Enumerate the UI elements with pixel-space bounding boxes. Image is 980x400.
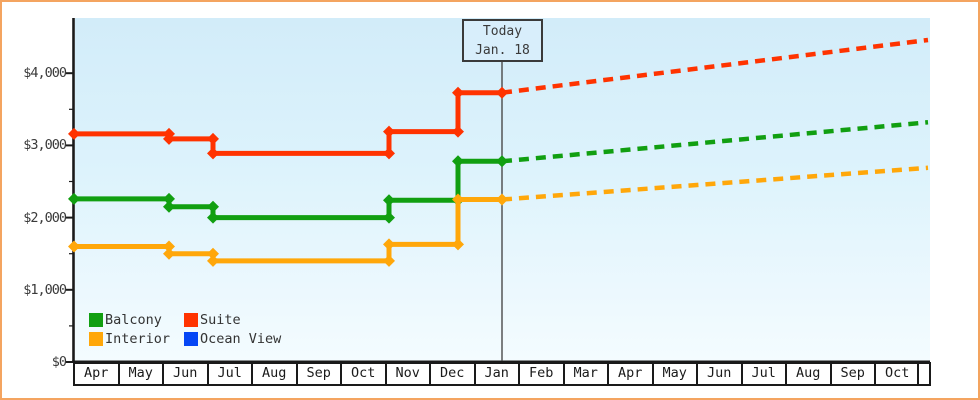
month-cell-jul-3: Jul — [206, 362, 253, 386]
legend-label: Balcony — [105, 311, 162, 328]
y-axis-tick-label: $4,000 — [23, 65, 67, 82]
month-cell-stub — [916, 362, 931, 386]
data-point-marker — [383, 147, 395, 160]
month-cell-apr-12: Apr — [607, 362, 654, 386]
data-point-marker — [452, 238, 464, 251]
data-point-marker — [383, 194, 395, 207]
today-date: Jan. 18 — [475, 43, 530, 58]
month-cell-oct-18: Oct — [874, 362, 921, 386]
legend-swatch-icon — [184, 331, 198, 346]
data-point-marker — [163, 240, 175, 253]
price-line-interior — [74, 197, 502, 264]
data-point-marker — [207, 132, 219, 145]
data-point-marker — [383, 238, 395, 251]
data-point-marker — [207, 254, 219, 267]
legend-item-interior: Interior — [89, 330, 184, 347]
price-line-balcony — [74, 158, 502, 221]
data-point-marker — [383, 211, 395, 224]
data-point-marker — [207, 200, 219, 213]
month-cell-aug-16: Aug — [785, 362, 832, 386]
month-cell-may-13: May — [651, 362, 698, 386]
month-cell-sep-5: Sep — [295, 362, 342, 386]
legend: Balcony Suite Interior Ocean View — [89, 311, 282, 347]
month-cell-may-1: May — [117, 362, 164, 386]
data-point-marker — [207, 247, 219, 260]
data-point-marker — [163, 200, 175, 213]
month-cell-nov-7: Nov — [384, 362, 431, 386]
data-point-marker — [68, 240, 80, 253]
legend-swatch-icon — [184, 312, 198, 327]
month-cell-mar-11: Mar — [562, 362, 609, 386]
month-cell-sep-17: Sep — [829, 362, 876, 386]
price-line-suite — [74, 90, 502, 156]
month-cell-aug-4: Aug — [251, 362, 298, 386]
forecast-line-balcony — [501, 120, 929, 164]
data-point-marker — [452, 86, 464, 99]
today-marker-box: Today Jan. 18 — [462, 19, 543, 62]
legend-label: Interior — [105, 330, 171, 347]
today-label: Today — [482, 24, 523, 39]
month-cell-jul-15: Jul — [740, 362, 787, 386]
month-cell-dec-8: Dec — [429, 362, 476, 386]
legend-item-ocean-view: Ocean View — [184, 330, 282, 347]
month-cell-apr-0: Apr — [73, 362, 120, 386]
legend-swatch-icon — [89, 312, 103, 327]
data-point-marker — [383, 254, 395, 267]
data-point-marker — [163, 132, 175, 145]
forecast-line-interior — [501, 165, 929, 202]
data-point-marker — [163, 247, 175, 260]
data-point-marker — [383, 125, 395, 138]
legend-swatch-icon — [89, 331, 103, 346]
legend-item-suite: Suite — [184, 311, 281, 328]
data-point-marker — [452, 193, 464, 206]
forecast-line-suite — [501, 37, 929, 95]
legend-label: Ocean View — [200, 330, 282, 347]
legend-item-balcony: Balcony — [89, 311, 184, 328]
month-cell-feb-10: Feb — [518, 362, 565, 386]
data-point-marker — [68, 127, 80, 140]
y-axis-tick-label: $3,000 — [23, 137, 67, 154]
month-cell-jan-9: Jan — [473, 362, 520, 386]
month-cell-jun-14: Jun — [696, 362, 743, 386]
y-axis-tick-label: $1,000 — [23, 281, 67, 298]
data-point-marker — [163, 192, 175, 205]
data-point-marker — [68, 192, 80, 205]
y-axis-tick-label: $2,000 — [23, 209, 67, 226]
y-axis-tick-label: $0 — [51, 354, 67, 370]
data-point-marker — [496, 193, 508, 206]
data-point-marker — [452, 155, 464, 168]
data-point-marker — [207, 211, 219, 224]
data-point-marker — [496, 155, 508, 168]
month-cell-oct-6: Oct — [340, 362, 387, 386]
data-point-marker — [496, 86, 508, 99]
data-point-marker — [452, 125, 464, 138]
legend-label: Suite — [200, 311, 241, 328]
x-axis-month-row: Apr May Jun Jul Aug Sep Oct Nov Dec Jan Feb Mar Apr M… — [2, 362, 978, 386]
month-cell-jun-2: Jun — [162, 362, 209, 386]
data-point-marker — [207, 147, 219, 160]
